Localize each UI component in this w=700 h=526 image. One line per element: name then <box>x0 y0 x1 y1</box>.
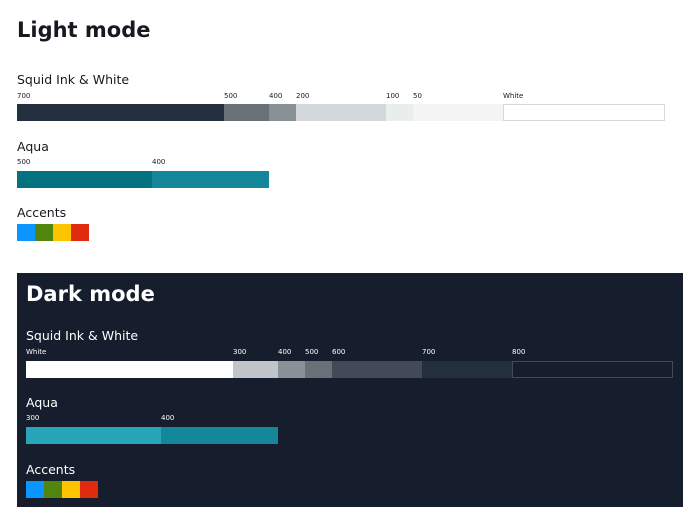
dark-accent-blue <box>26 481 44 498</box>
light-accent-red <box>71 224 89 241</box>
dark-accent-yellow <box>62 481 80 498</box>
light-squid-swatch-700 <box>17 104 224 121</box>
dark-squid-bar <box>26 361 673 378</box>
light-squid-heading: Squid Ink & White <box>17 72 130 87</box>
light-squid-label-700: 700 <box>17 92 31 100</box>
light-squid-label-400: 400 <box>269 92 283 100</box>
light-squid-swatch-200 <box>296 104 386 121</box>
light-aqua-heading: Aqua <box>17 139 49 154</box>
dark-squid-label-400: 400 <box>278 348 292 356</box>
light-squid-label-50: 50 <box>413 92 422 100</box>
dark-squid-label-800: 800 <box>512 348 526 356</box>
dark-aqua-swatch-400 <box>161 427 278 444</box>
dark-squid-swatch-800 <box>512 361 673 378</box>
light-squid-bar <box>17 104 665 121</box>
light-squid-label-200: 200 <box>296 92 310 100</box>
light-aqua-label-400: 400 <box>152 158 166 166</box>
dark-accent-green <box>44 481 62 498</box>
dark-squid-swatch-500 <box>305 361 332 378</box>
dark-squid-label-700: 700 <box>422 348 436 356</box>
light-mode-title: Light mode <box>17 18 151 42</box>
dark-squid-swatch-300 <box>233 361 278 378</box>
dark-accents-heading: Accents <box>26 462 76 477</box>
dark-aqua-swatch-300 <box>26 427 161 444</box>
dark-accents-swatches <box>26 481 98 498</box>
dark-squid-swatch-700 <box>422 361 512 378</box>
light-aqua-label-500: 500 <box>17 158 31 166</box>
light-squid-swatch-500 <box>224 104 269 121</box>
dark-aqua-label-300: 300 <box>26 414 40 422</box>
dark-squid-label-white: White <box>26 348 47 356</box>
light-squid-swatch-white <box>503 104 665 121</box>
dark-aqua-label-400: 400 <box>161 414 175 422</box>
light-squid-swatch-100 <box>386 104 413 121</box>
dark-aqua-bar <box>26 427 278 444</box>
light-accent-yellow <box>53 224 71 241</box>
light-accent-green <box>35 224 53 241</box>
light-squid-swatch-50 <box>413 104 503 121</box>
dark-accent-red <box>80 481 98 498</box>
light-aqua-bar <box>17 171 269 188</box>
light-squid-label-white: White <box>503 92 524 100</box>
light-aqua-swatch-400 <box>152 171 269 188</box>
dark-squid-swatch-400 <box>278 361 305 378</box>
dark-squid-label-300: 300 <box>233 348 247 356</box>
light-aqua-swatch-500 <box>17 171 152 188</box>
light-squid-swatch-400 <box>269 104 296 121</box>
light-squid-label-500: 500 <box>224 92 238 100</box>
light-squid-label-100: 100 <box>386 92 400 100</box>
dark-mode-section: Dark mode Squid Ink & White White 300 40… <box>17 273 683 507</box>
dark-squid-label-500: 500 <box>305 348 319 356</box>
dark-squid-label-600: 600 <box>332 348 346 356</box>
dark-squid-swatch-600 <box>332 361 422 378</box>
dark-squid-heading: Squid Ink & White <box>26 328 139 343</box>
light-accents-swatches <box>17 224 89 241</box>
light-accent-blue <box>17 224 35 241</box>
dark-squid-swatch-white <box>26 361 233 378</box>
dark-aqua-heading: Aqua <box>26 395 58 410</box>
dark-mode-title: Dark mode <box>26 282 155 306</box>
light-accents-heading: Accents <box>17 205 67 220</box>
